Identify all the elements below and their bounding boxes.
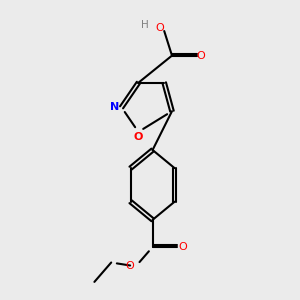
Text: O: O <box>126 261 134 272</box>
Text: H: H <box>141 20 149 30</box>
Text: O: O <box>155 23 164 33</box>
Text: N: N <box>110 102 119 112</box>
Text: O: O <box>134 132 143 142</box>
Text: O: O <box>178 242 187 252</box>
Text: O: O <box>197 51 206 61</box>
